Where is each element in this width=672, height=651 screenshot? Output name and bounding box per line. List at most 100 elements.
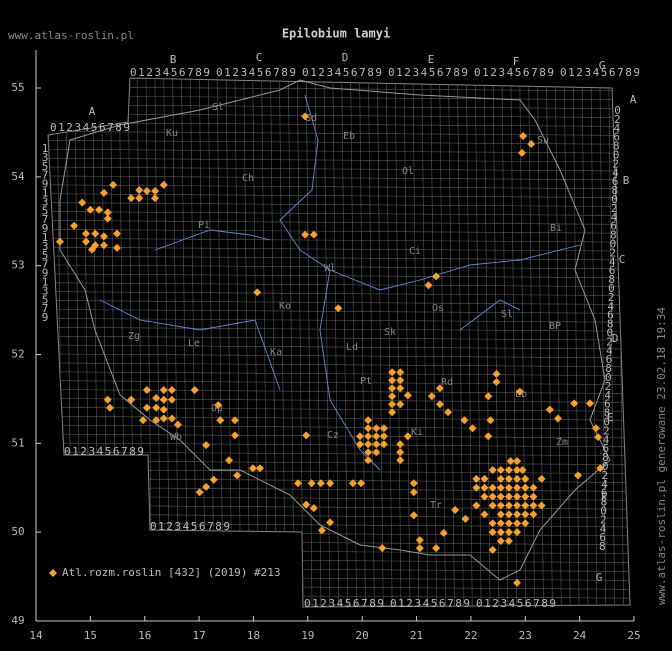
grid-row-digit: 6 <box>602 442 609 455</box>
record-point <box>496 528 505 537</box>
grid-row-digit: 2 <box>608 291 615 304</box>
grid-line <box>48 157 630 163</box>
grid-row-digit: 4 <box>611 211 618 224</box>
grid-row-digit: 2 <box>606 335 613 348</box>
grid-row-digit: 4 <box>604 389 611 402</box>
rivers <box>99 94 581 471</box>
record-point <box>553 414 562 423</box>
grid-line <box>48 175 630 181</box>
grid-line <box>48 78 55 607</box>
record-point <box>496 510 505 519</box>
record-point <box>195 488 204 497</box>
record-point <box>527 139 536 148</box>
region-label: Tr <box>430 500 442 511</box>
grid-line <box>48 237 630 243</box>
grid-row-digit: 9 <box>42 178 49 191</box>
grid-row-digit: 8 <box>608 273 615 286</box>
record-point <box>515 387 524 396</box>
grid-digits: 0123456789 <box>560 66 640 79</box>
grid-row-digit: 7 <box>42 258 49 271</box>
grid-line <box>48 558 630 563</box>
record-point <box>513 510 522 519</box>
grid-line <box>48 415 630 421</box>
record-point <box>594 433 603 442</box>
grid-line <box>48 193 630 198</box>
record-point <box>521 501 530 510</box>
record-point <box>152 394 161 403</box>
region-label: Cz <box>327 430 339 441</box>
record-point <box>513 483 522 492</box>
record-point <box>95 205 104 214</box>
record-point <box>356 432 365 441</box>
grid-row-digit: 2 <box>602 469 609 482</box>
grid-row-digit: 6 <box>612 175 619 188</box>
record-point <box>301 112 310 121</box>
grid-row-digit: 6 <box>604 398 611 411</box>
record-point <box>472 483 481 492</box>
record-point <box>202 441 211 450</box>
record-point <box>190 386 199 395</box>
record-point <box>224 456 233 465</box>
record-point <box>521 510 530 519</box>
grid-line <box>581 78 589 607</box>
record-point <box>364 456 373 465</box>
grid-row-letter: C <box>619 253 626 266</box>
record-point <box>309 504 318 513</box>
record-point <box>488 501 497 510</box>
grid-line <box>234 78 242 607</box>
record-point <box>521 483 530 492</box>
region-label: Wl <box>324 263 336 274</box>
record-point <box>484 392 493 401</box>
record-point <box>496 537 505 546</box>
region-label: Zm <box>556 437 568 448</box>
record-point <box>513 457 522 466</box>
record-point <box>378 544 387 553</box>
grid-line <box>48 398 630 403</box>
grid-col-letter: D <box>342 51 349 64</box>
grid-line <box>48 166 630 172</box>
record-point <box>78 198 87 207</box>
record-point <box>379 440 388 449</box>
grid-row-digit: 7 <box>42 213 49 226</box>
grid-digits: 0123456789 <box>50 121 130 134</box>
grid-line <box>48 344 630 350</box>
grid-line <box>528 78 535 607</box>
grid-line <box>118 78 126 607</box>
x-tick-label: 25 <box>627 629 640 642</box>
grid-line <box>608 78 615 607</box>
record-point <box>521 492 530 501</box>
record-point <box>472 474 481 483</box>
grid-line <box>163 78 170 607</box>
record-point <box>496 492 505 501</box>
grid-line <box>48 335 630 341</box>
record-point <box>513 528 522 537</box>
record-point <box>585 399 594 408</box>
grid-line <box>48 264 630 270</box>
grid-line <box>48 246 630 252</box>
x-tick-label: 21 <box>410 629 423 642</box>
grid-line <box>48 326 630 332</box>
record-point <box>596 464 605 473</box>
grid-row-digit: 5 <box>42 249 49 262</box>
grid-line <box>154 78 162 607</box>
record-point <box>415 536 424 545</box>
record-point <box>364 440 373 449</box>
side-note: www.atlas-roslin.pl generowane 23.02.18 … <box>655 307 668 605</box>
record-point <box>142 187 151 196</box>
record-point <box>444 408 453 417</box>
grid-line <box>199 78 206 607</box>
record-point <box>513 501 522 510</box>
grid-row-digit: 6 <box>601 487 608 500</box>
record-point <box>372 440 381 449</box>
record-point <box>91 229 100 238</box>
grid-col-letter: C <box>256 51 263 64</box>
record-point <box>513 474 522 483</box>
grid-row-letter: D <box>612 332 619 345</box>
record-point <box>451 505 460 514</box>
record-point <box>460 416 469 425</box>
legend-marker <box>49 569 57 577</box>
grid-row-digit: 9 <box>42 311 49 324</box>
region-label: Ci <box>409 246 421 257</box>
grid-line <box>101 78 108 607</box>
record-point <box>496 465 505 474</box>
